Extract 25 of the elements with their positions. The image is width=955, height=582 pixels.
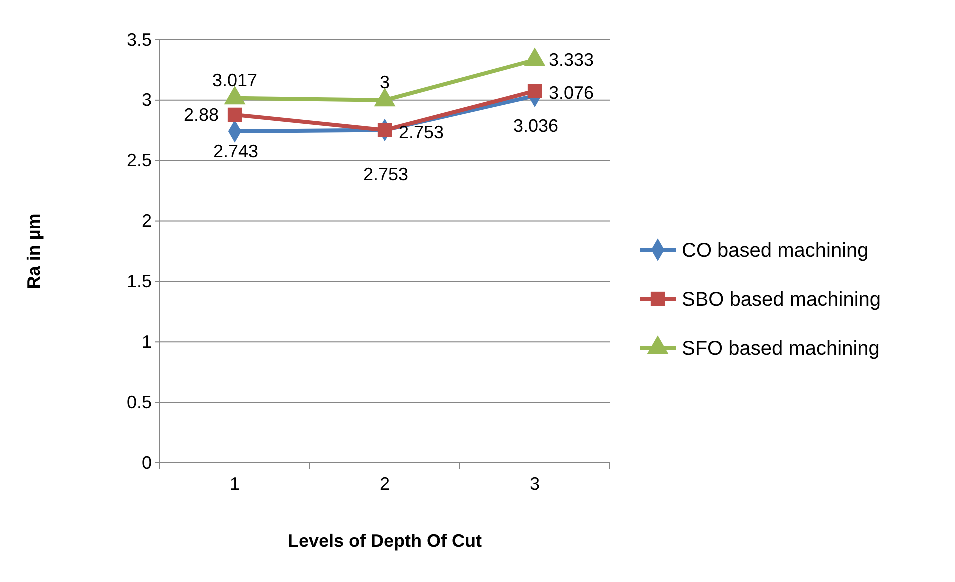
y-axis-title: Ra in µm: [24, 214, 44, 290]
legend-label: CO based machining: [682, 240, 869, 262]
data-label: 2.88: [184, 104, 219, 125]
y-tick-label: 0.5: [126, 392, 152, 412]
x-tick-label: 1: [230, 474, 240, 494]
y-tick-label: 0: [142, 452, 152, 473]
y-tick-label: 3: [142, 90, 152, 110]
data-label: 3: [380, 72, 390, 92]
x-axis-title: Levels of Depth Of Cut: [288, 531, 482, 551]
x-tick-label: 2: [380, 474, 390, 494]
y-tick-label: 2: [142, 211, 152, 232]
data-label: 3.076: [549, 83, 594, 104]
data-label: 3.036: [513, 116, 559, 136]
data-label: 2.753: [399, 122, 444, 142]
legend-label: SFO based machining: [682, 338, 880, 360]
data-label: 3.017: [212, 70, 258, 90]
data-label: 3.333: [549, 50, 594, 70]
y-tick-label: 2.5: [126, 150, 152, 171]
legend-label: SBO based machining: [682, 289, 882, 311]
y-tick-label: 3.5: [126, 30, 152, 50]
y-tick-label: 1: [142, 332, 152, 352]
data-label: 2.753: [363, 164, 409, 184]
y-tick-label: 1.5: [126, 271, 152, 292]
x-tick-label: 3: [530, 474, 540, 494]
data-label: 2.743: [213, 141, 259, 162]
